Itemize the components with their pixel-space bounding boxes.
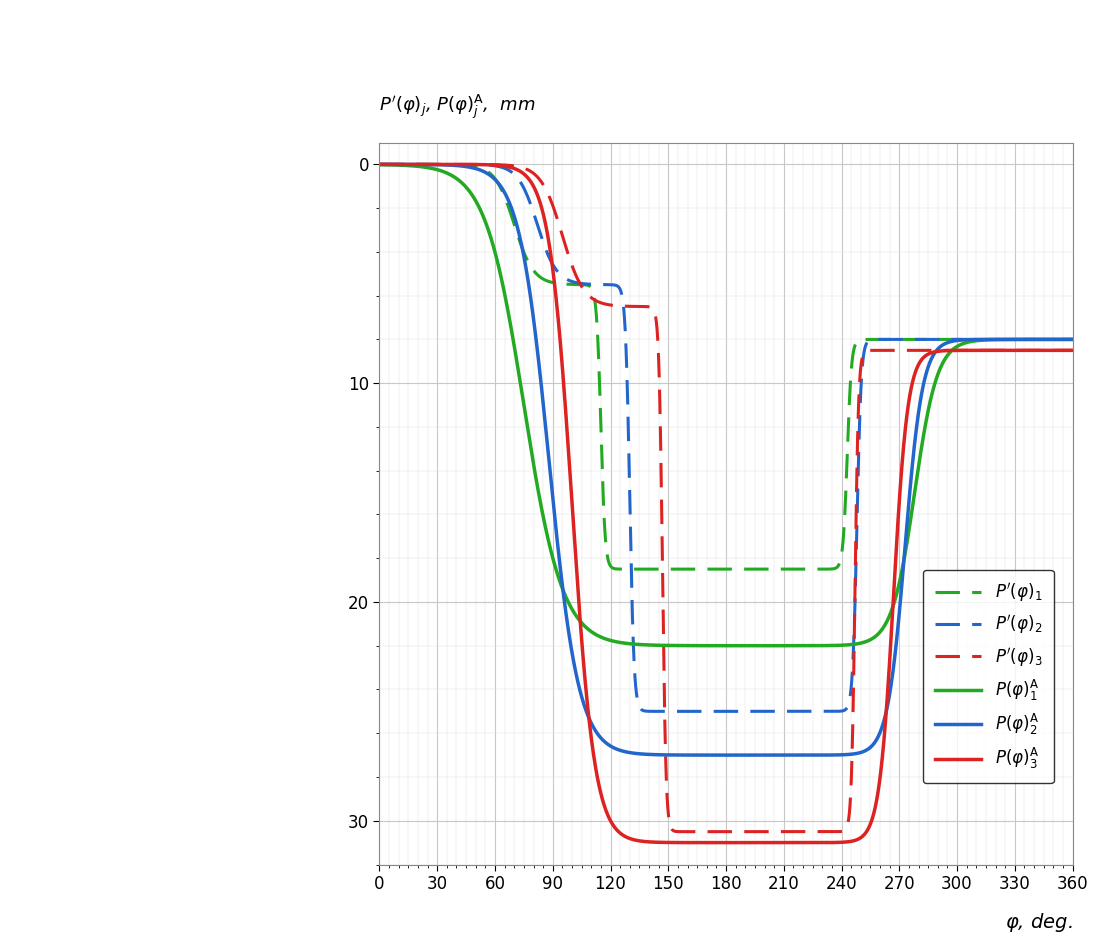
Text: $\varphi$, deg.: $\varphi$, deg. [1005,911,1072,935]
Text: $P'(\varphi)_j$, $P(\varphi)^{\mathrm{A}}_j$,  mm: $P'(\varphi)_j$, $P(\varphi)^{\mathrm{A}… [379,92,536,121]
Legend: $P'(\varphi)_1$, $P'(\varphi)_2$, $P'(\varphi)_3$, $P(\varphi)^{\mathrm{A}}_1$, : $P'(\varphi)_1$, $P'(\varphi)_2$, $P'(\v… [923,570,1054,783]
